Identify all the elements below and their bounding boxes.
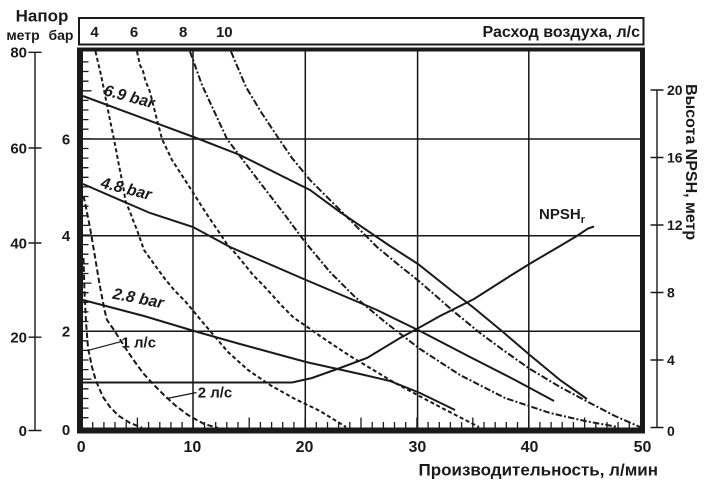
svg-text:40: 40 bbox=[521, 439, 539, 456]
svg-text:8: 8 bbox=[179, 24, 187, 41]
svg-text:6: 6 bbox=[130, 24, 138, 41]
svg-text:NPSHr: NPSHr bbox=[539, 206, 586, 226]
svg-text:16: 16 bbox=[667, 150, 683, 166]
svg-text:40: 40 bbox=[10, 235, 27, 252]
svg-text:Напор: Напор bbox=[16, 7, 69, 26]
svg-text:4: 4 bbox=[62, 228, 71, 245]
svg-text:Расход воздуха, л/с: Расход воздуха, л/с bbox=[483, 24, 641, 41]
svg-text:метр: метр bbox=[6, 27, 39, 43]
svg-text:80: 80 bbox=[10, 45, 27, 62]
svg-text:6: 6 bbox=[62, 131, 70, 148]
svg-text:2 л/с: 2 л/с bbox=[198, 385, 233, 402]
svg-text:0: 0 bbox=[62, 422, 70, 439]
svg-text:10: 10 bbox=[216, 24, 233, 41]
svg-text:20: 20 bbox=[296, 439, 314, 456]
svg-text:бар: бар bbox=[49, 27, 74, 43]
svg-text:0: 0 bbox=[19, 423, 27, 440]
svg-text:0: 0 bbox=[77, 439, 86, 456]
svg-text:4: 4 bbox=[90, 24, 99, 41]
svg-text:20: 20 bbox=[10, 330, 27, 347]
svg-text:Высота NPSH, метр: Высота NPSH, метр bbox=[682, 84, 699, 240]
svg-text:Производительность, л/мин: Производительность, л/мин bbox=[419, 461, 658, 480]
svg-text:30: 30 bbox=[409, 439, 427, 456]
svg-text:12: 12 bbox=[667, 217, 683, 233]
svg-text:20: 20 bbox=[667, 82, 683, 98]
svg-text:8: 8 bbox=[667, 285, 675, 301]
svg-text:50: 50 bbox=[634, 439, 652, 456]
svg-text:2: 2 bbox=[62, 324, 70, 341]
svg-text:60: 60 bbox=[10, 140, 27, 157]
svg-text:0: 0 bbox=[667, 423, 675, 439]
svg-text:10: 10 bbox=[184, 439, 202, 456]
svg-text:1 л/с: 1 л/с bbox=[122, 335, 157, 352]
svg-text:4: 4 bbox=[667, 352, 675, 368]
